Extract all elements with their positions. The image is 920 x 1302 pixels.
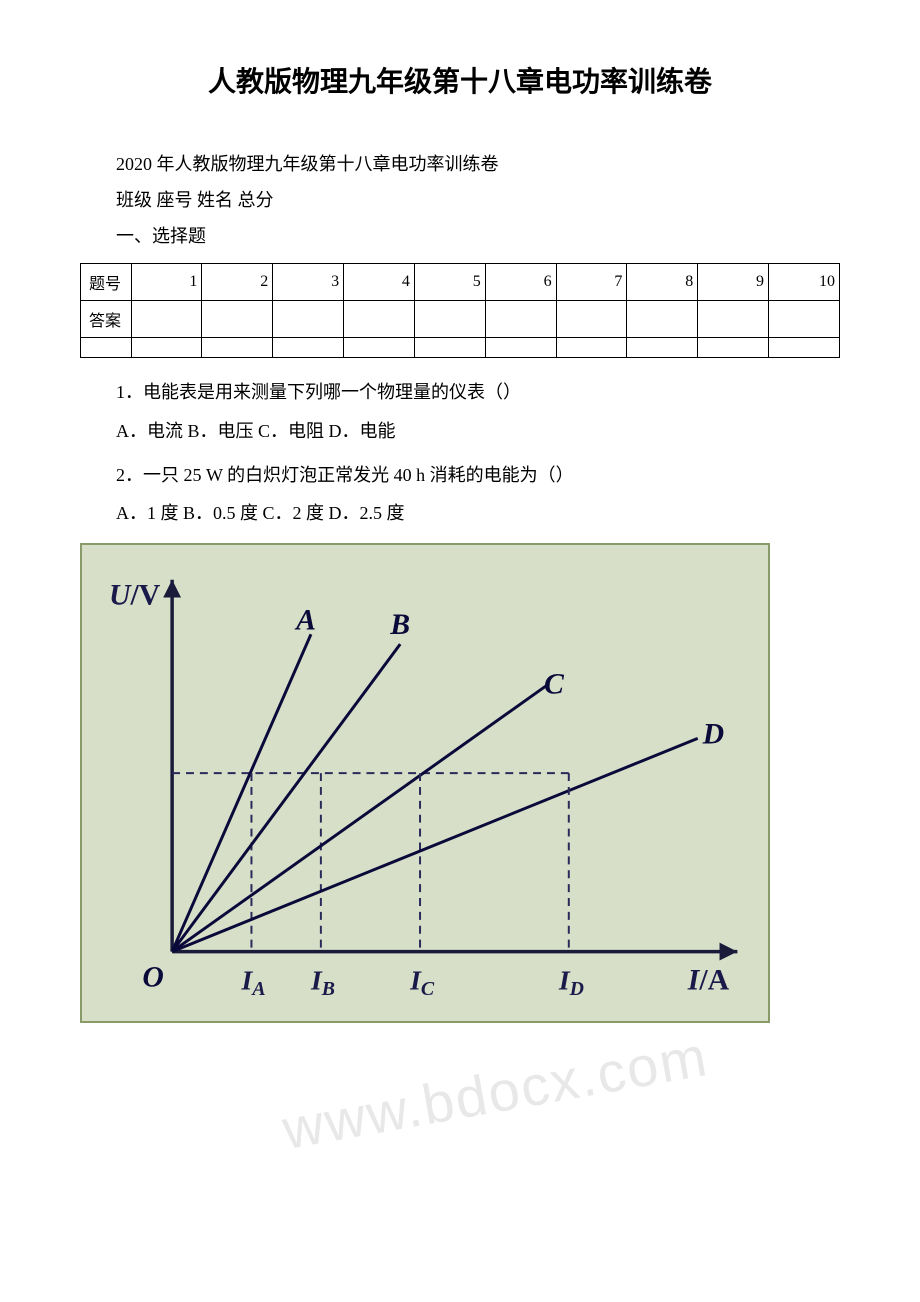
table-cell-empty bbox=[414, 338, 485, 358]
table-cell: 2 bbox=[202, 264, 273, 301]
table-cell-empty bbox=[698, 301, 769, 338]
options-1: A．电流 B．电压 C．电阻 D．电能 bbox=[80, 417, 840, 446]
table-header-label: 题号 bbox=[81, 264, 132, 301]
page-wrapper: X.COM www.bdocx.com 人教版物理九年级第十八章电功率训练卷 2… bbox=[80, 60, 840, 1023]
table-cell: 8 bbox=[627, 264, 698, 301]
table-cell-empty bbox=[556, 301, 627, 338]
table-cell-empty bbox=[273, 338, 344, 358]
svg-text:IC: IC bbox=[409, 965, 435, 1000]
table-cell: 9 bbox=[698, 264, 769, 301]
table-cell-empty bbox=[627, 301, 698, 338]
table-cell-empty bbox=[556, 338, 627, 358]
answer-table: 题号 1 2 3 4 5 6 7 8 9 10 答案 bbox=[80, 263, 840, 358]
table-cell-empty bbox=[202, 301, 273, 338]
svg-text:I/A: I/A bbox=[687, 963, 730, 996]
question-2: 2．一只 25 W 的白炽灯泡正常发光 40 h 消耗的电能为（） bbox=[80, 461, 840, 490]
svg-text:D: D bbox=[702, 718, 725, 751]
table-cell-empty bbox=[485, 338, 556, 358]
table-cell-empty bbox=[485, 301, 556, 338]
watermark-bottom: www.bdocx.com bbox=[278, 1023, 713, 1162]
table-cell: 3 bbox=[273, 264, 344, 301]
chart-svg: U/V A B C D O IA IB IC ID I/A bbox=[82, 545, 768, 1021]
table-cell-empty bbox=[344, 301, 415, 338]
info-line: 班级 座号 姓名 总分 bbox=[80, 186, 840, 212]
options-2: A．1 度 B．0.5 度 C．2 度 D．2.5 度 bbox=[80, 499, 840, 528]
table-cell-empty bbox=[769, 301, 840, 338]
table-cell-empty bbox=[414, 301, 485, 338]
table-cell: 4 bbox=[344, 264, 415, 301]
table-cell-empty bbox=[81, 338, 132, 358]
table-cell: 7 bbox=[556, 264, 627, 301]
table-answer-label: 答案 bbox=[81, 301, 132, 338]
table-cell-empty bbox=[344, 338, 415, 358]
table-row-empty bbox=[81, 338, 840, 358]
svg-text:ID: ID bbox=[558, 965, 584, 1000]
table-row-header: 题号 1 2 3 4 5 6 7 8 9 10 bbox=[81, 264, 840, 301]
section-title: 一、选择题 bbox=[80, 222, 840, 248]
table-cell-empty bbox=[131, 301, 202, 338]
table-row-answer: 答案 bbox=[81, 301, 840, 338]
table-cell-empty bbox=[769, 338, 840, 358]
table-cell-empty bbox=[273, 301, 344, 338]
svg-text:B: B bbox=[389, 608, 410, 641]
table-cell: 10 bbox=[769, 264, 840, 301]
table-cell: 1 bbox=[131, 264, 202, 301]
content-layer: 人教版物理九年级第十八章电功率训练卷 2020 年人教版物理九年级第十八章电功率… bbox=[80, 60, 840, 1023]
table-cell-empty bbox=[131, 338, 202, 358]
svg-text:A: A bbox=[294, 603, 316, 636]
ui-chart: U/V A B C D O IA IB IC ID I/A bbox=[80, 543, 770, 1023]
subtitle: 2020 年人教版物理九年级第十八章电功率训练卷 bbox=[80, 150, 840, 176]
question-1: 1．电能表是用来测量下列哪一个物理量的仪表（） bbox=[80, 378, 840, 407]
table-cell-empty bbox=[202, 338, 273, 358]
table-cell: 5 bbox=[414, 264, 485, 301]
svg-text:IB: IB bbox=[310, 965, 335, 1000]
table-cell-empty bbox=[627, 338, 698, 358]
svg-text:IA: IA bbox=[241, 965, 266, 1000]
table-cell-empty bbox=[698, 338, 769, 358]
page-title: 人教版物理九年级第十八章电功率训练卷 bbox=[80, 60, 840, 100]
table-cell: 6 bbox=[485, 264, 556, 301]
svg-text:O: O bbox=[142, 960, 164, 993]
svg-text:U/V: U/V bbox=[109, 579, 161, 612]
svg-text:C: C bbox=[544, 668, 565, 701]
